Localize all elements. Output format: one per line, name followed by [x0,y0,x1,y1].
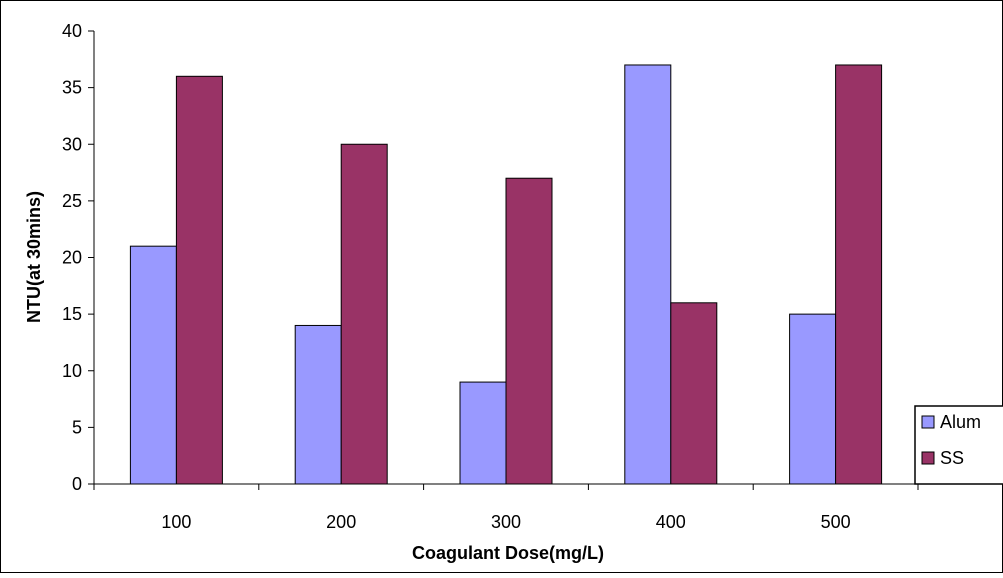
x-tick-label: 300 [491,512,521,532]
bar-ss-100 [175,75,223,485]
bars-group [129,64,883,485]
x-tick-label: 400 [656,512,686,532]
y-tick-label: 5 [72,417,82,437]
legend-label-ss: SS [940,448,964,468]
legend-swatch-ss [921,451,935,465]
bar-alum-300 [459,381,507,485]
legend: Alum SS [914,405,1003,485]
y-tick-label: 30 [62,134,82,154]
bar-ss-300 [505,177,553,485]
y-tick-label: 25 [62,191,82,211]
legend-label-alum: Alum [940,412,981,432]
x-tick-label: 200 [326,512,356,532]
bar-ss-500 [835,64,883,485]
x-axis-title: Coagulant Dose(mg/L) [412,543,604,563]
bar-alum-400 [624,64,672,485]
x-tick-label: 500 [821,512,851,532]
legend-swatch-alum [921,415,935,429]
bar-alum-100 [129,245,177,485]
bar-ss-400 [670,302,718,485]
bar-ss-200 [340,143,388,485]
y-tick-labels: 0 5 10 15 20 25 30 35 40 [62,21,82,494]
y-tick-label: 15 [62,304,82,324]
y-tick-label: 35 [62,78,82,98]
y-tick-label: 40 [62,21,82,41]
y-tick-label: 20 [62,248,82,268]
y-tick-label: 10 [62,361,82,381]
x-tick-labels: 100 200 300 400 500 [161,512,850,532]
x-tick-label: 100 [161,512,191,532]
axes-group [88,30,919,490]
y-tick-label: 0 [72,474,82,494]
bar-alum-500 [789,313,837,485]
y-axis-title: NTU(at 30mins) [24,191,44,323]
bar-alum-200 [294,324,342,485]
